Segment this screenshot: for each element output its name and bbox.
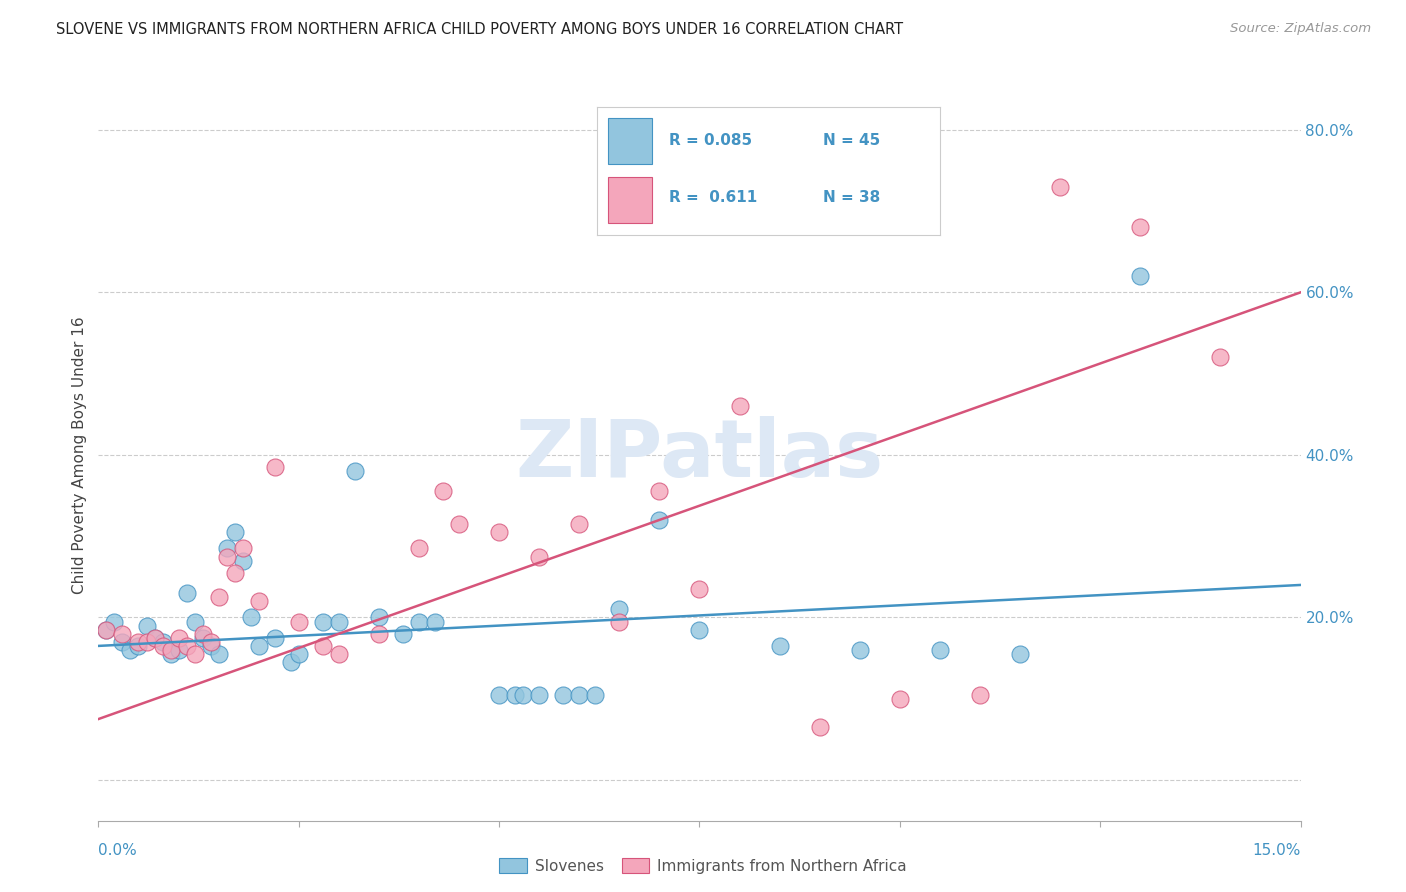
Point bbox=[191, 626, 214, 640]
Text: Source: ZipAtlas.com: Source: ZipAtlas.com bbox=[1230, 22, 1371, 36]
Point bbox=[183, 647, 205, 661]
Point bbox=[247, 594, 270, 608]
Point bbox=[263, 631, 285, 645]
Point bbox=[503, 688, 526, 702]
Point bbox=[152, 635, 174, 649]
Point bbox=[288, 647, 311, 661]
Text: 0.0%: 0.0% bbox=[98, 843, 138, 858]
Point bbox=[648, 513, 671, 527]
Point bbox=[609, 615, 631, 629]
Point bbox=[849, 643, 872, 657]
Point bbox=[128, 639, 150, 653]
Point bbox=[208, 590, 231, 604]
Point bbox=[159, 647, 181, 661]
Point bbox=[232, 541, 254, 556]
Point bbox=[769, 639, 792, 653]
Point bbox=[152, 639, 174, 653]
Text: 15.0%: 15.0% bbox=[1253, 843, 1301, 858]
Point bbox=[423, 615, 446, 629]
Point bbox=[1129, 269, 1152, 284]
Point bbox=[432, 484, 454, 499]
Point bbox=[553, 688, 575, 702]
Point bbox=[969, 688, 991, 702]
Point bbox=[191, 631, 214, 645]
Point bbox=[689, 623, 711, 637]
Point bbox=[312, 639, 335, 653]
Point bbox=[288, 615, 311, 629]
Point bbox=[392, 626, 415, 640]
Point bbox=[648, 484, 671, 499]
Point bbox=[96, 623, 118, 637]
Point bbox=[447, 516, 470, 531]
Point bbox=[529, 549, 551, 564]
Point bbox=[247, 639, 270, 653]
Point bbox=[728, 399, 751, 413]
Point bbox=[176, 639, 198, 653]
Y-axis label: Child Poverty Among Boys Under 16: Child Poverty Among Boys Under 16 bbox=[72, 316, 87, 594]
Point bbox=[408, 541, 430, 556]
Point bbox=[529, 688, 551, 702]
Point bbox=[368, 610, 391, 624]
Point bbox=[328, 647, 350, 661]
Point bbox=[143, 631, 166, 645]
Point bbox=[167, 631, 190, 645]
Point bbox=[488, 525, 510, 540]
Point bbox=[488, 688, 510, 702]
Point bbox=[512, 688, 534, 702]
Point bbox=[159, 643, 181, 657]
Point bbox=[583, 688, 606, 702]
Point bbox=[889, 691, 911, 706]
Point bbox=[1129, 220, 1152, 235]
Point bbox=[1010, 647, 1032, 661]
Point bbox=[263, 460, 285, 475]
Point bbox=[128, 635, 150, 649]
Point bbox=[103, 615, 125, 629]
Point bbox=[167, 643, 190, 657]
Point bbox=[96, 623, 118, 637]
Point bbox=[280, 655, 302, 669]
Point bbox=[1049, 179, 1071, 194]
Point bbox=[568, 688, 591, 702]
Point bbox=[343, 464, 366, 478]
Point bbox=[368, 626, 391, 640]
Point bbox=[208, 647, 231, 661]
Point bbox=[689, 582, 711, 596]
Point bbox=[215, 549, 238, 564]
Point bbox=[808, 720, 831, 734]
Point bbox=[176, 586, 198, 600]
Point bbox=[568, 516, 591, 531]
Point bbox=[215, 541, 238, 556]
Point bbox=[224, 525, 246, 540]
Point bbox=[135, 618, 157, 632]
Point bbox=[312, 615, 335, 629]
Point bbox=[111, 626, 134, 640]
Point bbox=[135, 635, 157, 649]
Point bbox=[200, 635, 222, 649]
Point bbox=[200, 639, 222, 653]
Point bbox=[120, 643, 142, 657]
Point bbox=[328, 615, 350, 629]
Legend: Slovenes, Immigrants from Northern Africa: Slovenes, Immigrants from Northern Afric… bbox=[494, 852, 912, 880]
Point bbox=[111, 635, 134, 649]
Point bbox=[224, 566, 246, 580]
Point bbox=[239, 610, 262, 624]
Text: ZIPatlas: ZIPatlas bbox=[516, 416, 883, 494]
Point bbox=[609, 602, 631, 616]
Point bbox=[408, 615, 430, 629]
Point bbox=[183, 615, 205, 629]
Point bbox=[143, 631, 166, 645]
Point bbox=[929, 643, 952, 657]
Text: SLOVENE VS IMMIGRANTS FROM NORTHERN AFRICA CHILD POVERTY AMONG BOYS UNDER 16 COR: SLOVENE VS IMMIGRANTS FROM NORTHERN AFRI… bbox=[56, 22, 904, 37]
Point bbox=[1209, 351, 1232, 365]
Point bbox=[232, 553, 254, 567]
